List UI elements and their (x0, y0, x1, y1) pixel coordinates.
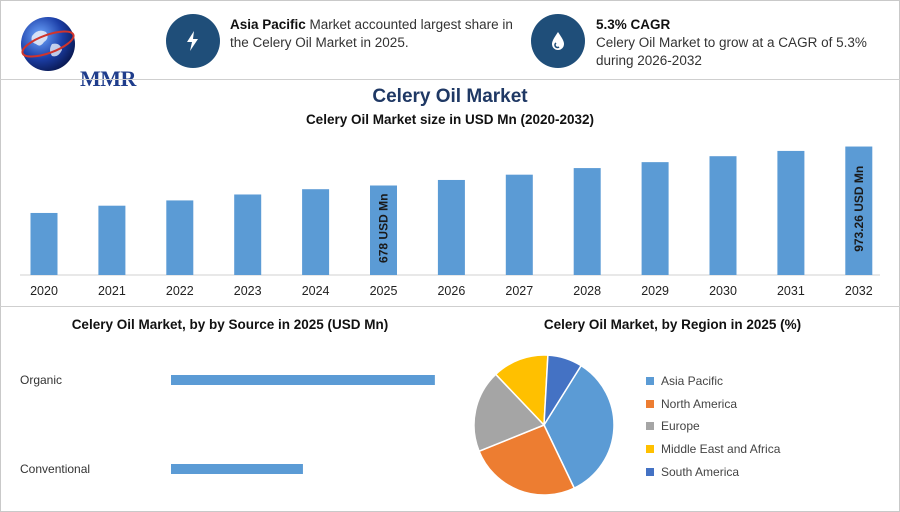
pie-slice-asia-pacific (543, 364, 615, 490)
x-tick-label: 2030 (709, 284, 737, 298)
legend-swatch (646, 467, 654, 476)
bar-2030 (709, 156, 737, 275)
chart-main-title: Celery Oil Market (372, 86, 528, 107)
x-tick-label: 2032 (845, 284, 873, 298)
x-tick-label: 2029 (641, 284, 669, 298)
bar-2027 (505, 174, 533, 275)
bar-2021 (98, 205, 126, 275)
logo-text: MMR (80, 66, 136, 91)
legend-swatch (646, 377, 654, 386)
bar-2020 (30, 212, 58, 275)
info2-bold: 5.3% CAGR (596, 17, 671, 32)
x-tick-label: 2024 (302, 284, 330, 298)
market-size-bar-chart: 2020 2021 2022 2023 2024 2025 2026 2027 2028 2029… (20, 146, 880, 298)
x-tick-label: 2026 (437, 284, 465, 298)
x-tick-label: 2031 (777, 284, 805, 298)
legend-label: Asia Pacific (661, 374, 724, 389)
info2-text: Celery Oil Market to grow at a CAGR of 5… (596, 35, 867, 68)
hbar-label: Organic (20, 373, 62, 387)
region-chart-title: Celery Oil Market, by Region in 2025 (%) (543, 317, 802, 332)
x-tick-label: 2027 (505, 284, 533, 298)
drop-icon (531, 14, 585, 68)
info1-bold: Asia Pacific (230, 17, 306, 32)
hbar-organic (171, 375, 435, 385)
legend-label: South America (661, 464, 740, 479)
legend-label: Europe (661, 419, 700, 434)
x-tick-label: 2022 (166, 284, 194, 298)
x-tick-label: 2025 (370, 284, 398, 298)
bar-2028 (573, 168, 601, 275)
legend-item: South America (646, 460, 780, 483)
legend-swatch (646, 422, 654, 431)
hbar-label: Conventional (20, 462, 90, 476)
bar-2022 (166, 200, 194, 275)
pie-slice-north-america (478, 424, 576, 496)
pie-legend: Asia Pacific North America Europe Middle Ea… (646, 370, 780, 483)
legend-item: Europe (646, 415, 780, 438)
bar-2026 (437, 179, 465, 275)
region-pie-chart (473, 354, 615, 496)
legend-item: Middle East and Africa (646, 438, 780, 461)
x-tick-label: 2021 (98, 284, 126, 298)
mmr-logo: MMR (18, 14, 138, 91)
x-tick-label: 2028 (573, 284, 601, 298)
hbar-conventional (171, 464, 303, 474)
pie-slice-europe (473, 373, 546, 453)
bar-2029 (641, 162, 669, 275)
legend-swatch (646, 399, 654, 408)
x-tick-label: 2023 (234, 284, 262, 298)
chart-subtitle: Celery Oil Market size in USD Mn (2020-2… (305, 112, 595, 127)
legend-item: North America (646, 393, 780, 416)
bar-2031 (777, 150, 805, 275)
legend-label: Middle East and Africa (661, 442, 781, 457)
bar-data-label: 973.26 USD Mn (852, 166, 866, 252)
source-chart-title: Celery Oil Market, by by Source in 2025 … (71, 317, 389, 332)
legend-item: Asia Pacific (646, 370, 780, 393)
bar-data-label: 678 USD Mn (377, 194, 391, 263)
lightning-icon (166, 14, 220, 68)
info1-text: Market accounted largest share in the Ce… (230, 17, 513, 50)
bar-2024 (302, 189, 330, 275)
pie-slice-south-america (543, 354, 583, 426)
legend-swatch (646, 445, 654, 454)
bar-2032 (845, 146, 873, 275)
section-divider (0, 306, 900, 307)
info-cagr: 5.3% CAGR Celery Oil Market to grow at a… (596, 16, 886, 70)
bar-2023 (234, 194, 262, 275)
header-divider (0, 79, 900, 80)
legend-label: North America (661, 396, 738, 411)
source-hbar-chart: Organic Conventional (20, 373, 435, 476)
globe-icon (21, 17, 75, 71)
bar-2025 (370, 185, 397, 275)
info-asia-pacific: Asia Pacific Market accounted largest sh… (230, 16, 525, 52)
x-tick-label: 2020 (30, 284, 58, 298)
pie-slice-middle-east-and-africa (494, 354, 549, 427)
